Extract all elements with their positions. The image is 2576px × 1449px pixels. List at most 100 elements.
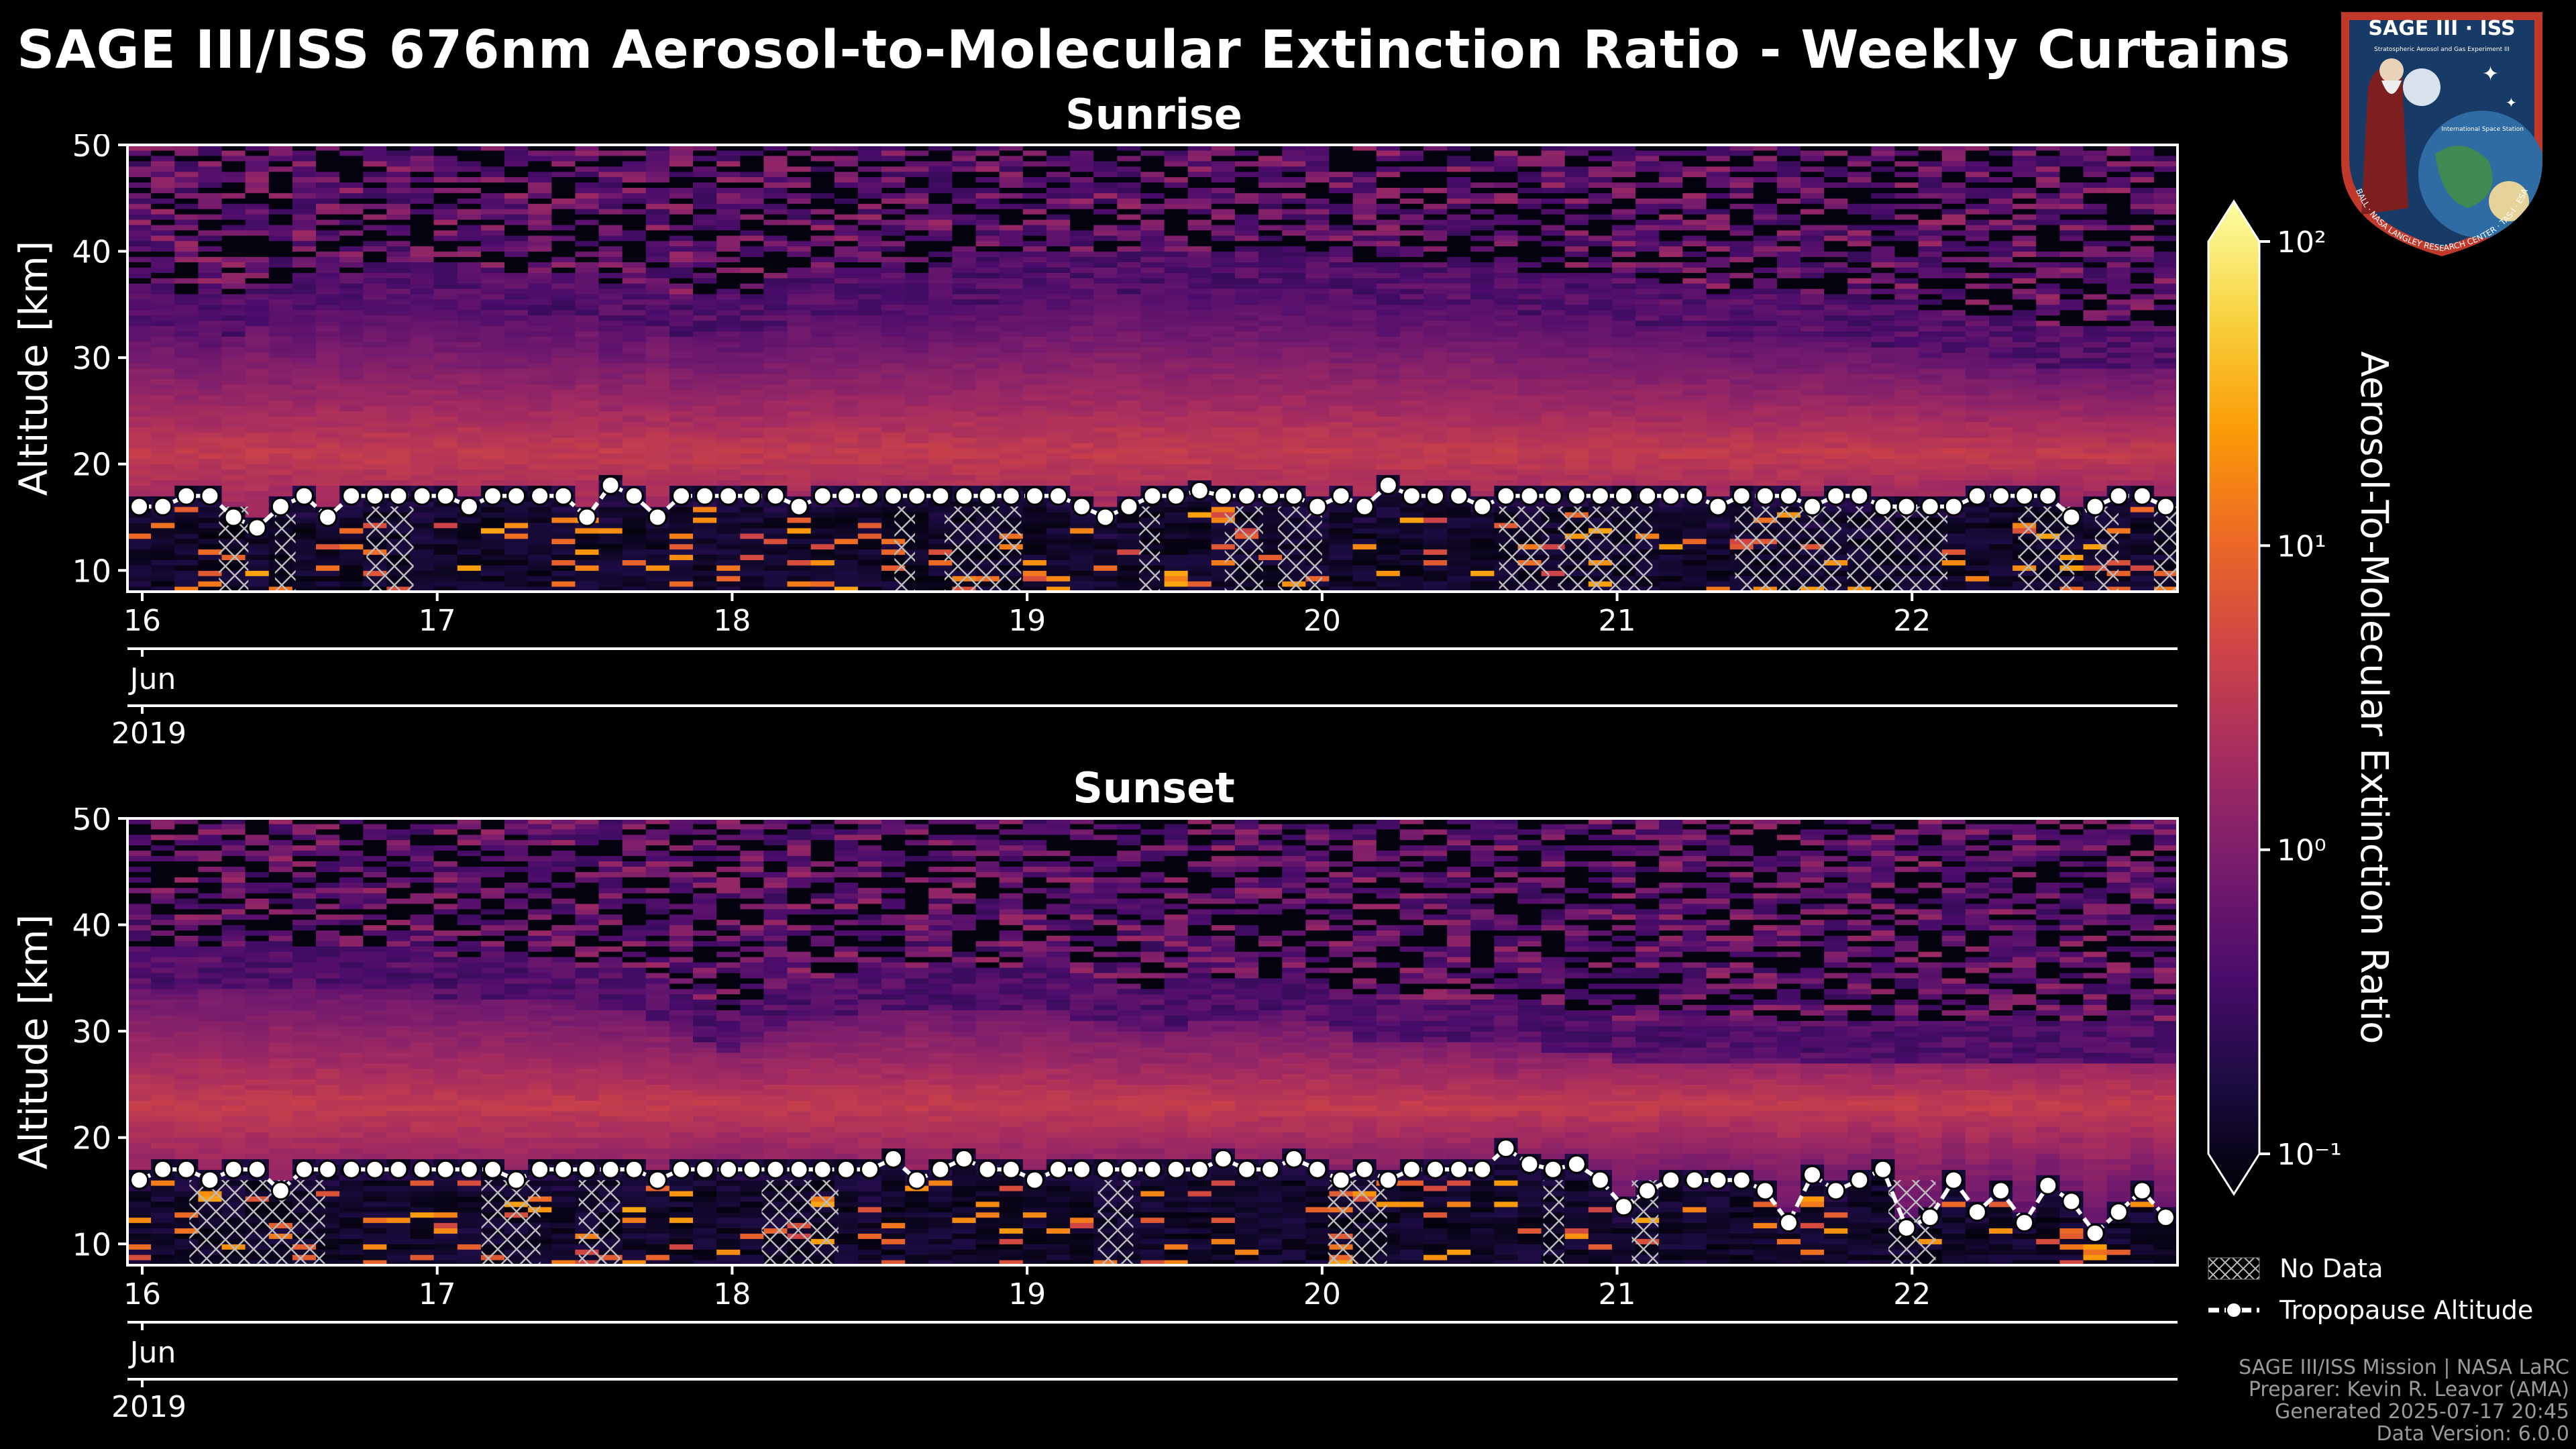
tropopause-point [1684, 486, 1705, 506]
tropopause-point [2085, 1223, 2105, 1243]
x-tick-label: 18 [713, 1277, 751, 1311]
tropopause-point [1449, 486, 1469, 506]
tropopause-point [1213, 486, 1233, 506]
legend-tropopause: Tropopause Altitude [2207, 1289, 2533, 1331]
no-data-region [1499, 506, 1550, 592]
tropopause-point [695, 1159, 715, 1179]
no-data-region [481, 1180, 541, 1265]
tropopause-point [1260, 1159, 1281, 1179]
colorbar: 10⁻¹ 10⁰ 10¹ 10² Aerosol-To-Molecular Extin… [2207, 199, 2396, 1196]
colorbar-tick-label: 10⁰ [2277, 834, 2326, 868]
profile-column [1093, 145, 1118, 592]
tropopause-point [1331, 1170, 1351, 1190]
tropopause-point [1166, 1159, 1186, 1179]
tropopause-point [1731, 486, 1752, 506]
profile-column [316, 145, 340, 592]
tropopause-point [1708, 1170, 1728, 1190]
tropopause-point [483, 486, 502, 506]
tropopause-point [812, 1159, 833, 1179]
tropopause-point [2155, 1208, 2176, 1228]
colorbar-tick-label: 10⁻¹ [2277, 1138, 2342, 1172]
tropopause-point [672, 1159, 691, 1179]
month-label: Jun [128, 662, 176, 696]
profile-column [1682, 145, 1707, 592]
tropopause-point [1873, 1159, 1893, 1179]
profile-column [316, 818, 340, 1266]
profile-column [622, 818, 647, 1266]
y-tick-label: 40 [72, 234, 111, 270]
no-data-region [1847, 506, 1948, 592]
tropopause-point [318, 1159, 338, 1179]
tropopause-point [270, 1181, 290, 1201]
tropopause-point [1991, 486, 2011, 506]
profile-column [1729, 818, 1754, 1266]
tropopause-point [1095, 1159, 1116, 1179]
tropopause-point [1566, 486, 1587, 506]
tropopause-point [1896, 1218, 1917, 1238]
tropopause-point [1873, 496, 1893, 517]
tropopause-point [1119, 496, 1139, 517]
tropopause-point [1401, 1159, 1421, 1179]
tropopause-point [1237, 486, 1256, 506]
profile-column [857, 818, 882, 1266]
profile-column [1517, 818, 1542, 1266]
figure-title: SAGE III/ISS 676nm Aerosol-to-Molecular … [17, 20, 2291, 80]
tropopause-point [883, 486, 904, 506]
profile-column [174, 145, 199, 592]
tropopause-point [1920, 1208, 1940, 1228]
colorbar-tick-label: 10² [2277, 225, 2326, 260]
colorbar-label: Aerosol-To-Molecular Extinction Ratio [2352, 352, 2396, 1044]
profile-column [151, 818, 175, 1266]
tropopause-point [954, 1148, 974, 1169]
profile-column [1447, 145, 1471, 592]
tropopause-point [129, 496, 150, 517]
tropopause-point [365, 486, 385, 506]
profile-column [1093, 818, 1118, 1266]
profile-column [1776, 818, 1801, 1266]
tropopause-point [435, 1159, 455, 1179]
profile-column [622, 145, 647, 592]
tropopause-point [553, 486, 574, 506]
y-axis-label: Altitude [km] [11, 241, 56, 496]
x-tick-label: 20 [1303, 604, 1341, 638]
profile-column [2012, 145, 2037, 592]
tropopause-point [977, 486, 998, 506]
profile-column [1164, 145, 1189, 592]
profile-column [881, 818, 906, 1266]
tropopause-point [2155, 496, 2176, 517]
profile-column [1140, 818, 1165, 1266]
no-data-region [2094, 506, 2119, 592]
profile-column [575, 818, 600, 1266]
svg-text:✦: ✦ [2482, 62, 2499, 86]
profile-column [1894, 145, 1919, 592]
tropopause-point [1049, 486, 1068, 506]
profile-column [2130, 145, 2155, 592]
tropopause-point [412, 486, 432, 506]
profile-column [245, 145, 270, 592]
tropopause-point [129, 1170, 150, 1190]
tropopause-point [1943, 496, 1964, 517]
tropopause-point [812, 486, 833, 506]
profile-column [363, 145, 387, 592]
tropopause-point [695, 486, 715, 506]
tropopause-point [742, 486, 762, 506]
y-tick-label: 50 [72, 134, 111, 164]
tropopause-point [2108, 486, 2129, 506]
profile-column [763, 145, 788, 592]
tropopause-point [247, 1159, 267, 1179]
tropopause-point [388, 486, 409, 506]
tropopause-point [1072, 1159, 1092, 1179]
profile-column [716, 145, 741, 592]
tropopause-point [1661, 1170, 1681, 1190]
profile-column [598, 145, 623, 592]
tropopause-point [1260, 486, 1281, 506]
sage-iii-iss-logo: ✦ ✦ SAGE III · ISS Stratospheric Aerosol… [2341, 12, 2542, 256]
tropopause-point [1826, 486, 1846, 506]
tropopause-point [1590, 486, 1610, 506]
tropopause-point [1024, 486, 1044, 506]
tropopause-point [459, 496, 479, 517]
y-axis-label: Altitude [km] [11, 914, 56, 1169]
profile-column [1965, 145, 1990, 592]
tropopause-point [1543, 486, 1563, 506]
tropopause-point [1566, 1154, 1587, 1174]
